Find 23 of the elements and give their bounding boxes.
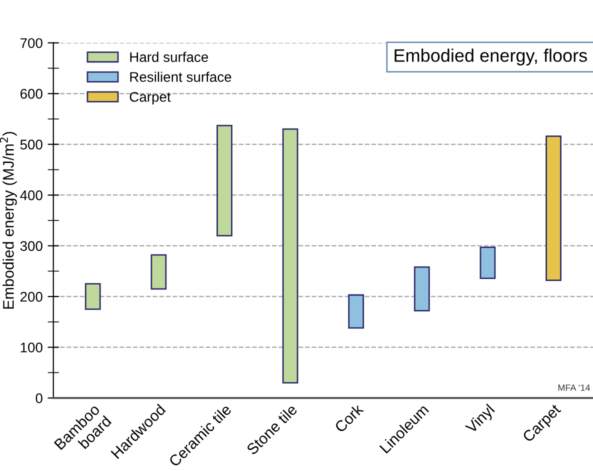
y-tick-label: 0	[36, 393, 42, 404]
chart-title: Embodied energy, floors	[394, 48, 587, 66]
y-tick-label: 600	[20, 88, 42, 99]
y-axis-title: Embodied energy (MJ/m$^{2}$)	[0, 132, 17, 309]
bar	[84, 283, 101, 310]
bar	[480, 246, 496, 279]
bar	[546, 136, 562, 281]
y-tick-label: 200	[20, 292, 42, 302]
bar	[282, 128, 298, 384]
legend-label: Hard surface	[130, 52, 208, 62]
bar	[414, 266, 430, 312]
legend-label: Resilient surface	[130, 72, 232, 82]
y-tick-label: 400	[20, 190, 42, 200]
annotation: MFA ‘14	[558, 384, 590, 391]
bar	[150, 254, 167, 290]
y-tick-label: 300	[20, 241, 42, 251]
legend-label: Carpet	[130, 92, 171, 105]
y-tick-label: 500	[20, 140, 42, 150]
bar	[348, 294, 364, 329]
x-tick-label: Cork	[334, 402, 364, 434]
y-tick-label: 100	[20, 342, 42, 352]
y-tick-label: 700	[20, 38, 42, 48]
bar	[216, 124, 232, 236]
